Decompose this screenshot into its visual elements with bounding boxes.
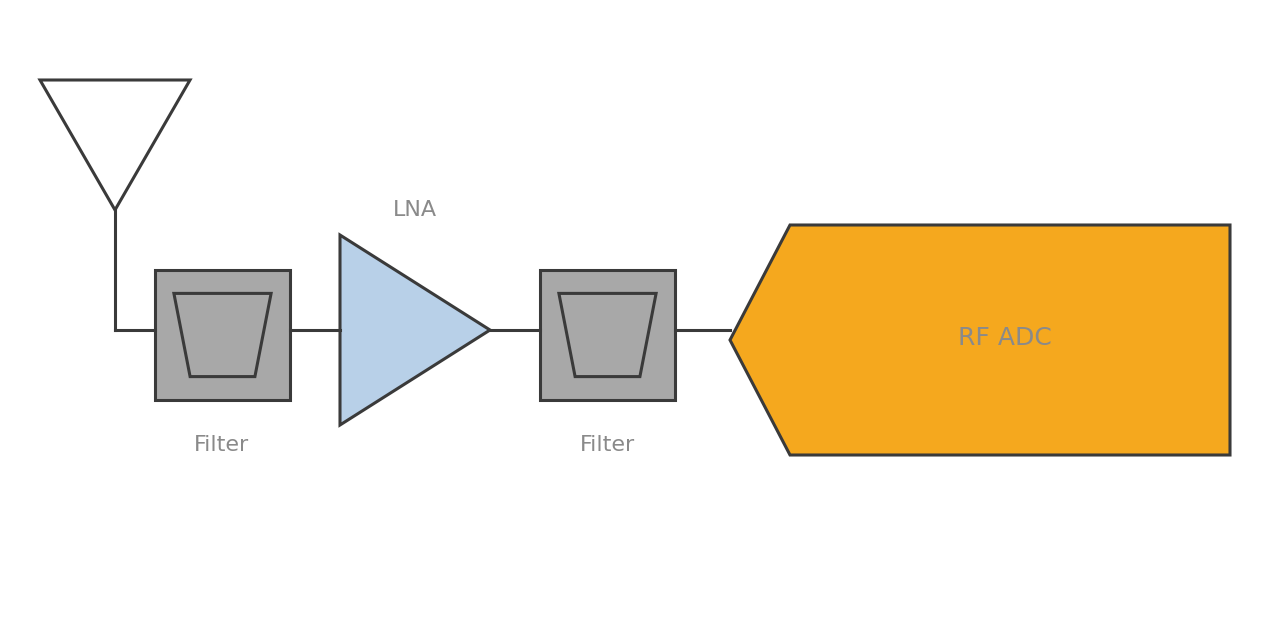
Text: LNA: LNA bbox=[393, 200, 437, 220]
Polygon shape bbox=[730, 225, 1230, 455]
Bar bbox=[155, 270, 290, 400]
Text: RF ADC: RF ADC bbox=[958, 326, 1052, 350]
Text: Filter: Filter bbox=[194, 435, 249, 455]
Polygon shape bbox=[341, 235, 491, 425]
Bar bbox=[540, 270, 675, 400]
Text: Filter: Filter bbox=[580, 435, 634, 455]
